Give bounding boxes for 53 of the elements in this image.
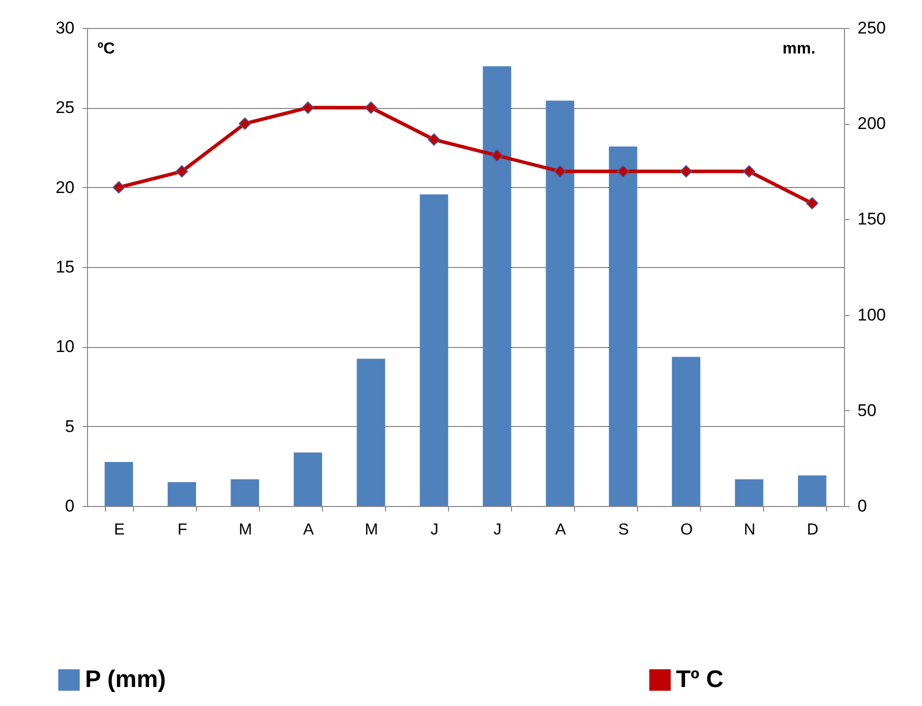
- x-tick-label: O: [680, 522, 693, 538]
- y-tick-label: 25: [56, 98, 74, 118]
- bar: [672, 356, 700, 506]
- bar: [482, 66, 512, 506]
- bar: [798, 475, 826, 506]
- bar: [294, 452, 322, 506]
- y2-tick-label: 0: [858, 496, 867, 516]
- point: [112, 181, 126, 194]
- bar: [546, 100, 574, 506]
- point: [428, 133, 440, 146]
- x-tick-label: M: [238, 522, 252, 538]
- bar: [230, 479, 260, 506]
- legend-label: Tº C: [676, 666, 724, 693]
- y2-tick-label: 150: [858, 210, 886, 229]
- bar: [608, 146, 638, 506]
- bar: [356, 358, 386, 506]
- point: [680, 165, 692, 178]
- point: [554, 165, 566, 178]
- x-tick-label: A: [555, 522, 566, 538]
- point: [742, 165, 756, 178]
- y-tick-label: 10: [56, 337, 74, 356]
- y2-tick-label: 250: [858, 18, 886, 38]
- point: [806, 197, 818, 210]
- bar: [420, 194, 448, 506]
- y-tick-label: 5: [65, 416, 74, 436]
- x-tick-label: M: [364, 522, 378, 538]
- x-tick-label: J: [430, 522, 438, 538]
- bar: [104, 462, 134, 506]
- point: [176, 165, 188, 178]
- x-tick-label: S: [618, 522, 629, 538]
- y-tick-label: 20: [56, 178, 74, 197]
- x-tick-label: A: [303, 522, 314, 538]
- x-tick-label: N: [744, 522, 756, 538]
- y2-tick-label: 50: [858, 400, 876, 420]
- y-tick-label: 30: [56, 18, 74, 38]
- bar: [734, 479, 764, 506]
- x-tick-label: D: [806, 522, 818, 538]
- x-tick-label: F: [177, 522, 188, 538]
- point: [238, 117, 252, 130]
- y-tick-label: 15: [56, 258, 74, 276]
- y2-tick-label: 100: [858, 305, 886, 324]
- point: [616, 165, 630, 178]
- point: [490, 149, 504, 162]
- x-tick-label: J: [494, 522, 502, 538]
- x-tick-label: E: [114, 522, 125, 538]
- bar: [168, 482, 196, 506]
- point: [364, 101, 378, 114]
- y2-axis-title: mm.: [782, 40, 816, 58]
- y-axis-title: ºC: [98, 40, 116, 58]
- legend-label: P (mm): [85, 666, 166, 693]
- point: [302, 101, 314, 114]
- y-tick-label: 0: [65, 496, 74, 516]
- y2-tick-label: 200: [858, 114, 886, 134]
